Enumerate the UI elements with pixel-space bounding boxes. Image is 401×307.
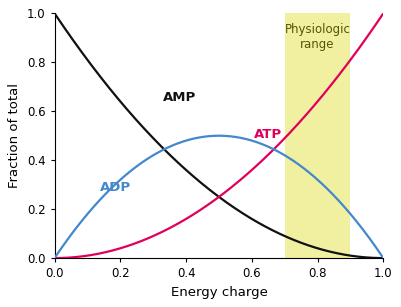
Y-axis label: Fraction of total: Fraction of total (8, 83, 21, 188)
Text: ATP: ATP (254, 128, 282, 141)
Text: AMP: AMP (163, 91, 196, 104)
X-axis label: Energy charge: Energy charge (170, 286, 267, 299)
Text: Physiologic
range: Physiologic range (285, 23, 350, 51)
Text: ADP: ADP (100, 181, 131, 194)
Bar (285, 13, 350, 258)
